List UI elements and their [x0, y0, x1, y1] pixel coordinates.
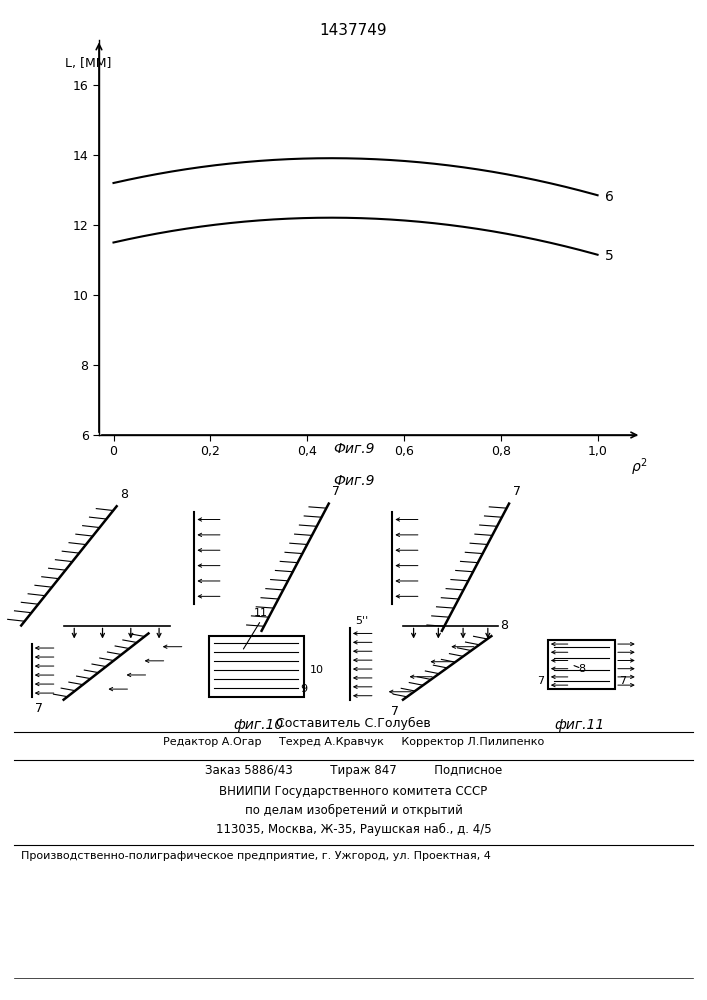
Text: фиг.11: фиг.11: [554, 718, 605, 732]
Text: 7: 7: [619, 676, 626, 686]
Text: 11: 11: [254, 608, 268, 618]
Text: 7: 7: [513, 485, 520, 498]
Text: 1437749: 1437749: [320, 23, 387, 38]
Text: 6: 6: [604, 190, 614, 204]
Text: Фиг.9: Фиг.9: [333, 474, 374, 488]
Text: 8: 8: [120, 488, 128, 501]
Text: 8: 8: [501, 619, 508, 632]
Text: $\rho^2$: $\rho^2$: [631, 456, 648, 478]
Bar: [209, 636, 304, 697]
Text: 113035, Москва, Ж-35, Раушская наб., д. 4/5: 113035, Москва, Ж-35, Раушская наб., д. …: [216, 823, 491, 836]
Text: Фиг.9: Фиг.9: [333, 442, 374, 456]
Text: 7: 7: [332, 485, 340, 498]
Text: 8: 8: [578, 664, 585, 674]
Text: 5: 5: [604, 249, 614, 263]
Text: 7: 7: [392, 705, 399, 718]
Text: L, [ММ]: L, [ММ]: [65, 57, 112, 70]
Text: 7: 7: [35, 702, 43, 715]
Text: Производственно-полиграфическое предприятие, г. Ужгород, ул. Проектная, 4: Производственно-полиграфическое предприя…: [21, 851, 491, 861]
Text: Заказ 5886/43          Тираж 847          Подписное: Заказ 5886/43 Тираж 847 Подписное: [205, 764, 502, 777]
Text: Редактор А.Огар     Техред А.Кравчук     Корректор Л.Пилипенко: Редактор А.Огар Техред А.Кравчук Коррект…: [163, 737, 544, 747]
Text: ВНИИПИ Государственного комитета СССР: ВНИИПИ Государственного комитета СССР: [219, 785, 488, 798]
Text: 10: 10: [310, 665, 324, 675]
Bar: [548, 640, 615, 689]
Text: Составитель С.Голубев: Составитель С.Голубев: [276, 717, 431, 730]
Text: 9: 9: [300, 684, 308, 694]
Text: 7: 7: [537, 676, 544, 686]
Text: фиг.10: фиг.10: [233, 718, 284, 732]
Text: по делам изобретений и открытий: по делам изобретений и открытий: [245, 804, 462, 817]
Text: 5'': 5'': [356, 615, 369, 626]
